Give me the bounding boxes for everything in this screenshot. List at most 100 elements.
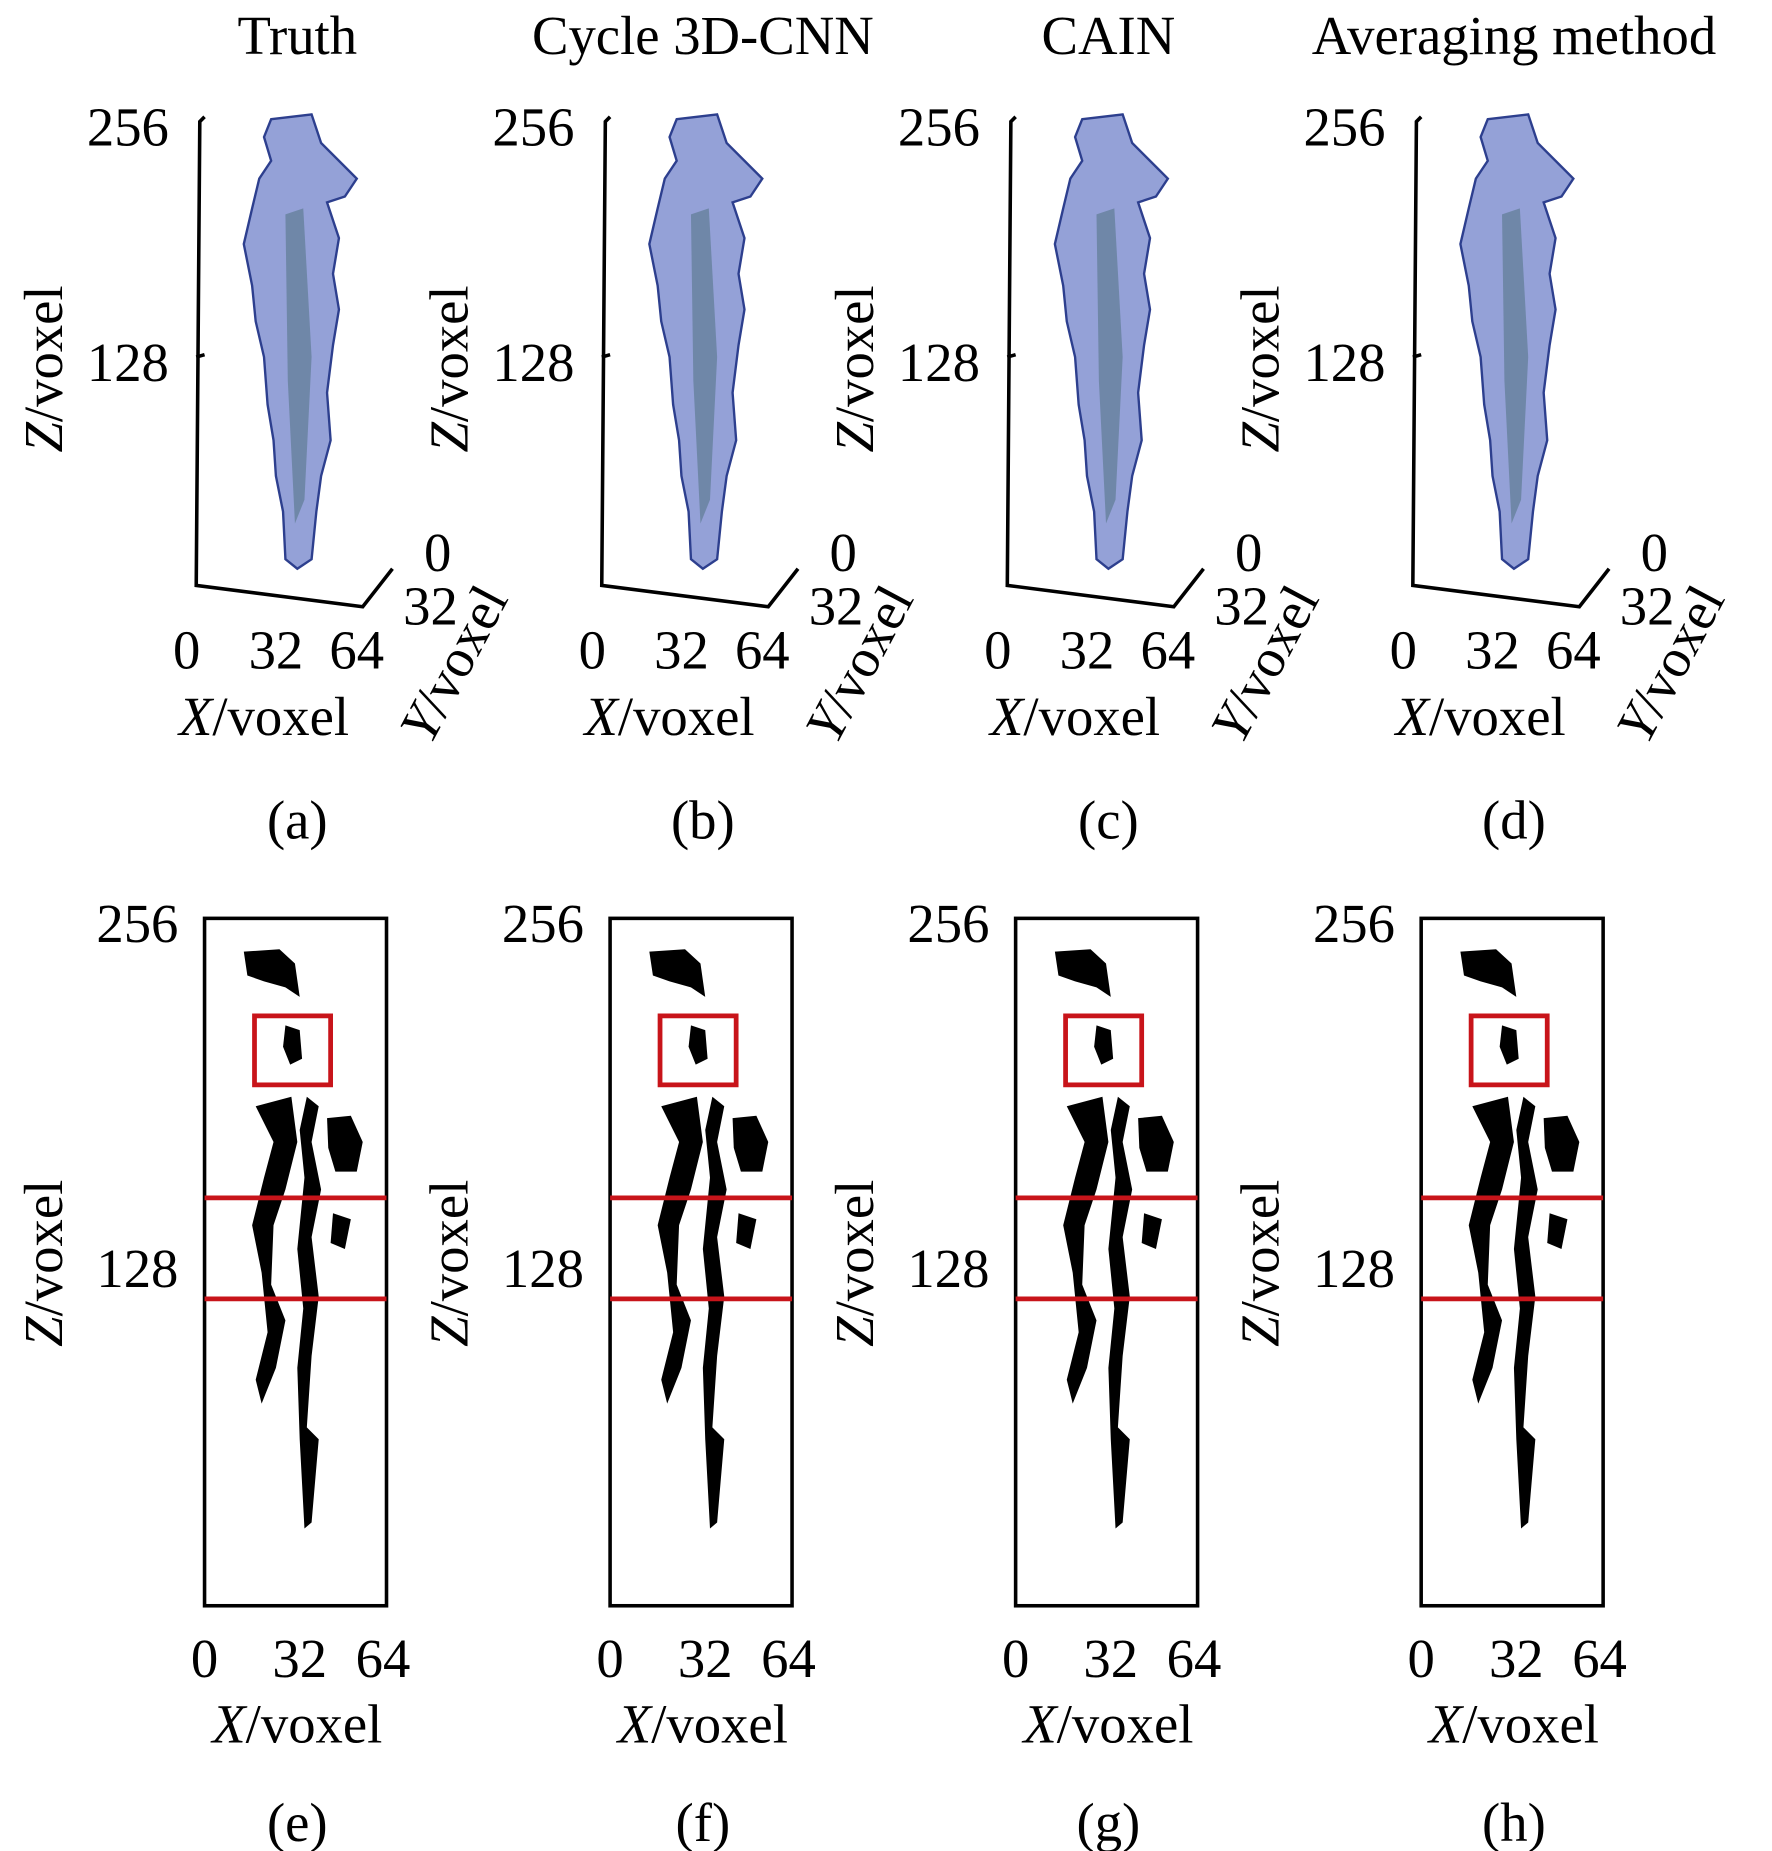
x-tick-label: 0 <box>1407 1628 1434 1689</box>
y-tick-label: 32 <box>403 576 458 637</box>
axis-var: X <box>1021 1694 1059 1755</box>
axis-var: Z <box>418 1316 479 1347</box>
slice-blob <box>1499 1025 1519 1065</box>
z-tick-label: 256 <box>87 96 169 157</box>
caption: (d) <box>1482 790 1546 851</box>
z-tick-label: 128 <box>96 1238 178 1299</box>
tick <box>1412 352 1422 359</box>
z-axis-label: Z/voxel <box>1229 1180 1290 1347</box>
slice-frame <box>1419 916 1605 1608</box>
caption: (c) <box>1078 790 1139 851</box>
axis-var: X <box>210 1694 248 1755</box>
y-tick-label: 0 <box>1641 522 1668 583</box>
highlight-box <box>1063 1013 1145 1088</box>
slice-blob <box>327 1115 363 1172</box>
x-tick-label: 64 <box>1546 620 1601 681</box>
x-tick-label: 64 <box>356 1628 411 1689</box>
z-tick-label: 128 <box>898 332 980 393</box>
z-axis-label: Z/voxel <box>13 285 74 452</box>
x-tick-label: 0 <box>596 1628 623 1689</box>
x-tick-label: 0 <box>173 620 200 681</box>
axis-unit: /voxel <box>13 285 74 422</box>
slice-blob <box>649 949 706 997</box>
z-tick-label: 256 <box>1313 893 1395 954</box>
slice-blob <box>702 1096 727 1529</box>
highlight-box <box>1468 1013 1550 1088</box>
axis-unit: /voxel <box>618 686 755 747</box>
z-tick-label: 256 <box>492 96 574 157</box>
x-tick-label: 32 <box>1060 620 1115 681</box>
caption: (a) <box>267 790 328 851</box>
axes-3d <box>599 115 800 609</box>
axis-unit: /voxel <box>651 1694 788 1755</box>
axis-unit: /voxel <box>246 1694 383 1755</box>
x-axis-label: X/voxel <box>1394 686 1566 747</box>
z-axis-label: Z/voxel <box>418 285 479 452</box>
z-tick-label: 128 <box>1303 332 1385 393</box>
x-tick-label: 32 <box>1465 620 1520 681</box>
axis-var: X <box>616 1694 654 1755</box>
axis-var: X <box>1394 686 1432 747</box>
axis-var: Z <box>1229 421 1290 452</box>
tick <box>1006 352 1017 359</box>
caption: (f) <box>676 1792 731 1851</box>
slice-blob <box>252 1096 298 1404</box>
axis-unit: /voxel <box>824 285 885 422</box>
caption: (e) <box>267 1792 328 1851</box>
panel-title: CAIN <box>1042 5 1176 66</box>
slice-blob <box>1547 1213 1568 1249</box>
x-tick-label: 0 <box>191 1628 218 1689</box>
x-axis-label: X/voxel <box>1021 1694 1193 1755</box>
x-tick-label: 32 <box>1083 1628 1138 1689</box>
slice-blob <box>732 1115 769 1172</box>
highlight-box <box>657 1013 739 1088</box>
x-axis-label: X/voxel <box>988 686 1160 747</box>
x-tick-label: 0 <box>579 620 606 681</box>
axis-var: Z <box>824 421 885 452</box>
z-axis-label: Z/voxel <box>824 1180 885 1347</box>
y-tick-label: 0 <box>1235 522 1262 583</box>
axis-unit: /voxel <box>824 1180 885 1317</box>
y-tick-label: 32 <box>1620 576 1675 637</box>
z-tick-label: 256 <box>907 893 989 954</box>
x-axis-label: X/voxel <box>582 686 754 747</box>
z-tick-label: 128 <box>492 332 574 393</box>
axis-var: Z <box>1229 1316 1290 1347</box>
axis-unit: /voxel <box>1057 1694 1194 1755</box>
x-axis-label: X/voxel <box>1427 1694 1599 1755</box>
z-axis-label: Z/voxel <box>824 285 885 452</box>
slice-blob <box>736 1213 757 1249</box>
x-tick-label: 64 <box>329 620 384 681</box>
axis-var: Z <box>13 421 74 452</box>
x-tick-label: 0 <box>1002 1628 1029 1689</box>
y-tick-label: 0 <box>830 522 857 583</box>
slice-blob <box>1138 1115 1174 1172</box>
z-tick-label: 256 <box>1303 96 1385 157</box>
caption: (g) <box>1077 1792 1141 1851</box>
panel-title: Averaging method <box>1312 5 1716 66</box>
plume-core <box>690 208 718 524</box>
axis-var: X <box>988 686 1026 747</box>
axis-unit: /voxel <box>418 1180 479 1317</box>
x-tick-label: 64 <box>761 1628 816 1689</box>
plume-core <box>1096 208 1123 524</box>
slice-blob <box>1108 1096 1133 1529</box>
slice-frame <box>608 916 794 1608</box>
x-tick-label: 64 <box>1572 1628 1627 1689</box>
slice-blob <box>1513 1096 1538 1529</box>
slice-blob <box>243 949 300 997</box>
x-tick-label: 64 <box>735 620 790 681</box>
tick <box>195 352 206 359</box>
axes-3d <box>1005 115 1205 609</box>
axis-unit: /voxel <box>13 1180 74 1317</box>
plume-core <box>285 208 312 524</box>
x-tick-label: 32 <box>272 1628 327 1689</box>
axis-var: Z <box>824 1316 885 1347</box>
slice-blob <box>283 1025 303 1065</box>
caption: (h) <box>1482 1792 1546 1851</box>
axis-var: X <box>177 686 215 747</box>
